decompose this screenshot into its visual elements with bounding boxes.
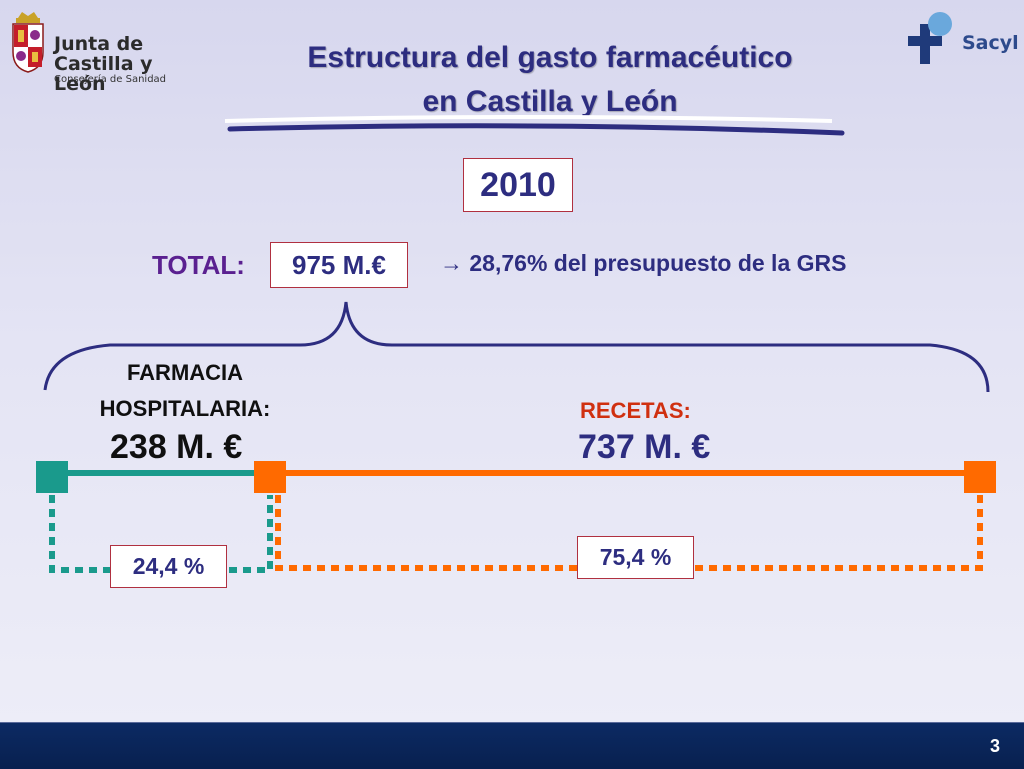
farmacia-label: FARMACIA HOSPITALARIA:	[70, 355, 300, 427]
farmacia-start-marker	[36, 461, 68, 493]
year-box: 2010	[463, 158, 573, 212]
logo-subtitle: Consejería de Sanidad	[54, 74, 167, 85]
page-title: Estructura del gasto farmacéutico en Cas…	[220, 36, 880, 124]
farmacia-label-line-1: FARMACIA	[126, 360, 244, 385]
sacyl-cross-icon	[908, 12, 952, 64]
recetas-end-marker	[964, 461, 996, 493]
total-brace	[43, 301, 990, 393]
logo-line-1: Junta de	[54, 33, 144, 55]
total-value-box: 975 M.€	[270, 242, 408, 288]
page-number: 3	[990, 736, 1001, 756]
recetas-label: RECETAS:	[580, 398, 691, 423]
recetas-value: 737 M. €	[578, 428, 711, 466]
sacyl-logo: Sacyl	[900, 8, 1020, 72]
farmacia-value: 238 M. €	[110, 428, 243, 466]
logo-line-2: Castilla y León	[54, 53, 153, 95]
budget-note: → 28,76% del presupuesto de la GRS	[440, 250, 846, 277]
coat-of-arms-icon	[12, 12, 44, 73]
total-label: TOTAL:	[152, 250, 245, 280]
junta-castilla-leon-logo: Junta de Castilla y León Consejería de S…	[10, 8, 200, 94]
split-marker	[254, 461, 286, 493]
farmacia-label-line-2: HOSPITALARIA:	[99, 396, 271, 421]
footer-bar	[0, 722, 1024, 769]
sacyl-text: Sacyl	[962, 32, 1019, 54]
arrow-right-icon: →	[440, 250, 463, 276]
recetas-percent-box: 75,4 %	[577, 536, 694, 579]
title-line-2: en Castilla y León	[422, 85, 678, 118]
title-underline	[224, 115, 845, 136]
farmacia-percent-box: 24,4 %	[110, 545, 227, 588]
title-line-1: Estructura del gasto farmacéutico	[307, 41, 793, 74]
budget-note-text: 28,76% del presupuesto de la GRS	[469, 250, 847, 276]
